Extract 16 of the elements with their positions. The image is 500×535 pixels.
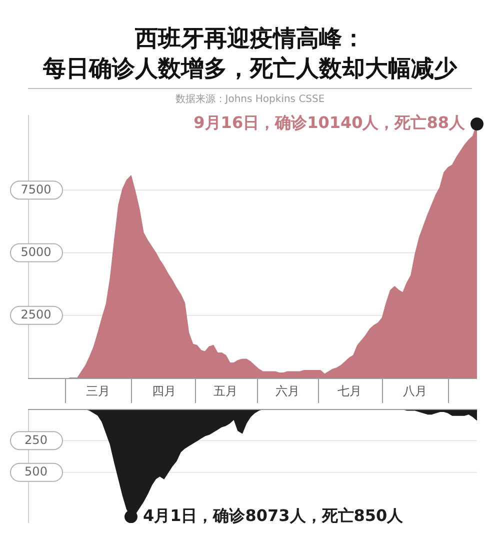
chart-title: 西班牙再迎疫情高峰： xyxy=(134,25,366,53)
y-tick-label: 2500 xyxy=(20,308,52,322)
y-tick-label: 250 xyxy=(24,432,48,447)
x-tick-label: 五月 xyxy=(214,384,238,398)
x-tick-label: 七月 xyxy=(337,384,362,398)
y-tick-label: 7500 xyxy=(20,182,52,196)
annotation: 9月16日，确诊10140人，死亡88人 xyxy=(194,113,466,132)
x-tick-label: 八月 xyxy=(403,384,428,398)
chart-subtitle: 每日确诊人数增多，死亡人数却大幅减少 xyxy=(42,55,458,83)
y-tick-label: 500 xyxy=(24,464,48,478)
x-tick-label: 六月 xyxy=(276,384,300,398)
source-note: 数据来源：Johns Hopkins CSSE xyxy=(174,93,326,107)
x-tick-label: 三月 xyxy=(86,384,110,398)
x-tick-label: 四月 xyxy=(152,384,176,398)
annotation: 4月1日，确诊8073人，死亡850人 xyxy=(142,506,404,525)
y-tick-label: 5000 xyxy=(20,244,52,259)
